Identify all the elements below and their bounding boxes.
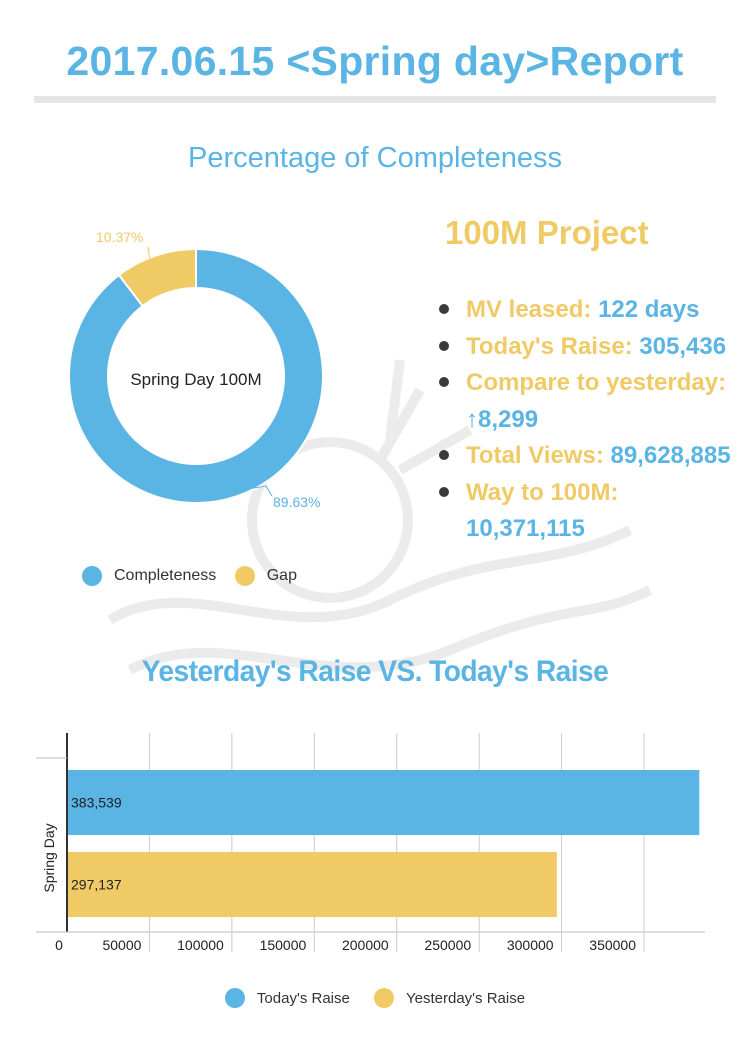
bar-chart-title: Yesterday's Raise VS. Today's Raise bbox=[141, 655, 609, 688]
pie-legend: Completeness Gap bbox=[82, 566, 311, 591]
legend-item-gap: Gap bbox=[234, 566, 297, 586]
x-tick-label: 250000 bbox=[424, 937, 471, 953]
x-tick-label: 50000 bbox=[102, 937, 141, 953]
project-title: 100M Project bbox=[445, 214, 649, 251]
legend-swatch bbox=[82, 566, 102, 586]
x-tick-labels: 0 50000 100000 150000 200000 250000 300000 3500… bbox=[55, 937, 636, 953]
donut-center-label: Spring Day 100M bbox=[130, 370, 261, 389]
bullet-icon bbox=[439, 304, 449, 314]
bullet-icon bbox=[439, 340, 449, 351]
donut-slice-gap bbox=[117, 247, 197, 308]
legend-label: Gap bbox=[266, 567, 297, 584]
raise-bar-chart: 383,539 297,137 0 50000 100000 150000 200000 2… bbox=[36, 733, 705, 953]
bullet-icon bbox=[439, 377, 449, 387]
project-stats-list: MV leased: 122 days Today's Raise: 305,4… bbox=[433, 292, 733, 548]
bomb-logo-watermark bbox=[107, 359, 653, 675]
legend-item-yesterdays-raise: Yesterday's Raise bbox=[374, 988, 525, 1008]
bar-today-s-raise bbox=[68, 770, 700, 835]
stat-value: 305,436 bbox=[639, 332, 727, 360]
stat-label: Today's Raise: bbox=[466, 332, 633, 360]
x-tick-label: 200000 bbox=[342, 937, 389, 953]
legend-item-todays-raise: Today's Raise bbox=[224, 988, 350, 1008]
stat-label: MV leased: bbox=[466, 296, 592, 323]
x-tick-label: 0 bbox=[55, 937, 63, 953]
x-tick-label: 150000 bbox=[260, 937, 307, 953]
category-label: Spring Day bbox=[41, 823, 57, 892]
legend-label: Completeness bbox=[114, 567, 217, 584]
x-tick-label: 100000 bbox=[177, 937, 224, 953]
stat-compare-yesterday: Compare to yesterday: ↑8,299 bbox=[433, 365, 733, 438]
completeness-leader-line bbox=[233, 485, 273, 497]
legend-item-completeness: Completeness bbox=[82, 566, 216, 586]
legend-swatch bbox=[224, 988, 245, 1008]
donut-slices bbox=[68, 247, 324, 504]
bar-marks: 383,539 297,137 bbox=[68, 770, 700, 917]
stat-label: Way to 100M: bbox=[466, 478, 619, 506]
pie-chart-title: Percentage of Completeness bbox=[188, 142, 562, 174]
title-divider bbox=[34, 96, 716, 103]
legend-swatch bbox=[234, 566, 255, 586]
stat-value: 89,628,885 bbox=[610, 442, 731, 469]
stat-value: 122 days bbox=[598, 296, 700, 323]
bar-legend: Today's Raise Yesterday's Raise bbox=[0, 988, 750, 1012]
bullet-icon bbox=[439, 486, 449, 497]
stat-mv-leased: MV leased: 122 days bbox=[433, 292, 733, 329]
bar-data-label: 383,539 bbox=[71, 795, 122, 811]
bar-gridlines bbox=[36, 733, 705, 952]
bar-data-label: 297,137 bbox=[71, 877, 122, 893]
report-title: 2017.06.15 <Spring day>Report bbox=[66, 38, 684, 84]
stat-value: ↑8,299 bbox=[466, 405, 539, 433]
stat-label: Total Views: bbox=[466, 442, 604, 469]
x-tick-label: 300000 bbox=[507, 937, 554, 953]
legend-swatch bbox=[374, 988, 395, 1008]
gap-leader-line bbox=[147, 247, 151, 263]
donut-slice-completeness bbox=[68, 247, 324, 504]
legend-label: Today's Raise bbox=[256, 989, 350, 1007]
completeness-data-label: 89.63% bbox=[273, 494, 320, 510]
x-tick-label: 350000 bbox=[589, 937, 636, 953]
completeness-donut-chart: Spring Day 100M 10.37% 89.63% bbox=[68, 229, 324, 510]
legend-label: Yesterday's Raise bbox=[406, 989, 526, 1007]
stat-label: Compare to yesterday: bbox=[466, 369, 727, 396]
stat-value: 10,371,115 bbox=[466, 515, 585, 542]
bar-yesterday-s-raise bbox=[68, 852, 557, 917]
gap-data-label: 10.37% bbox=[96, 229, 143, 245]
stat-total-views: Total Views: 89,628,885 bbox=[433, 438, 733, 475]
bullet-icon bbox=[439, 450, 449, 460]
stat-way-to-100m: Way to 100M: 10,371,115 bbox=[433, 475, 733, 548]
stat-todays-raise: Today's Raise: 305,436 bbox=[433, 329, 733, 366]
